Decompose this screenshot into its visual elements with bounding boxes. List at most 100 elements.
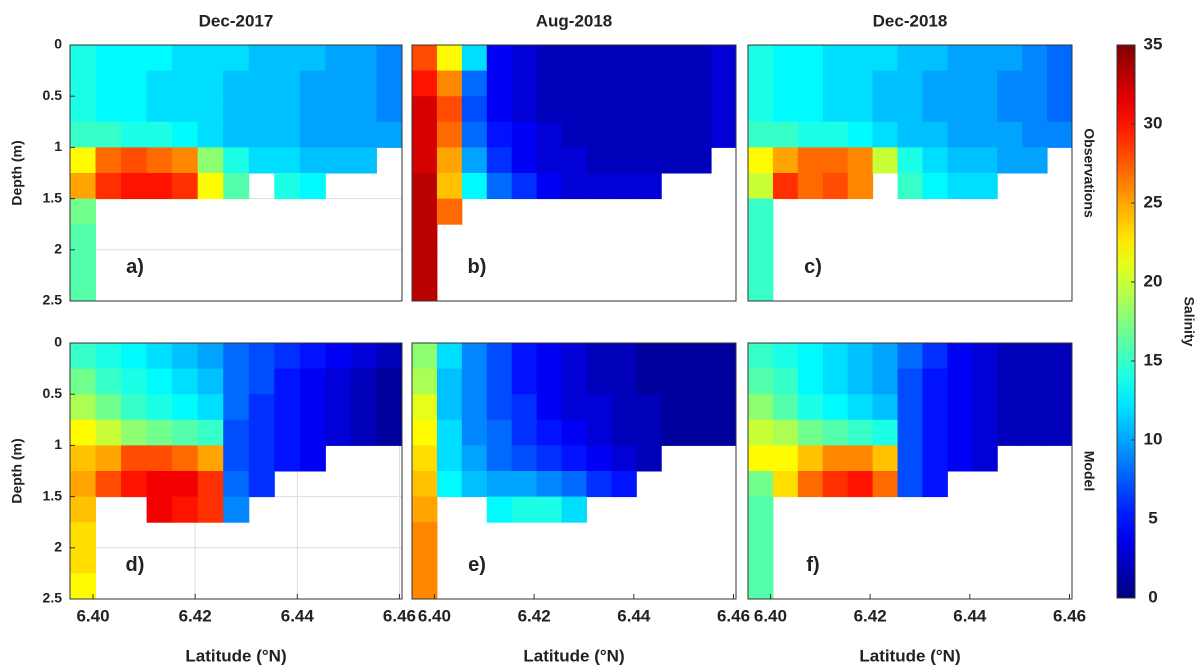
panel-label: d)	[126, 554, 145, 576]
heat-cell	[223, 173, 250, 200]
heat-cell	[121, 419, 148, 446]
heat-cell	[146, 45, 173, 72]
heat-cell	[1022, 343, 1048, 370]
heat-cell	[561, 368, 587, 395]
heat-cell	[299, 343, 326, 370]
heat-cell	[486, 394, 513, 421]
heat-cell	[947, 147, 973, 174]
heat-cell	[172, 147, 199, 174]
heat-cell	[274, 96, 301, 123]
y-axis-label: Depth (m)	[9, 438, 25, 503]
heat-cell	[461, 419, 488, 446]
heat-cell	[511, 173, 538, 200]
heat-cell	[70, 45, 97, 72]
heat-cell	[486, 471, 513, 498]
heat-cell	[636, 394, 662, 421]
panel-label: c)	[804, 256, 822, 278]
heat-cell	[412, 173, 438, 200]
heat-cell	[274, 45, 301, 72]
heat-cell	[772, 445, 799, 472]
heat-cell	[611, 343, 637, 370]
y-tick-label: 0	[54, 36, 62, 52]
heat-cell	[822, 147, 849, 174]
heat-cell	[997, 45, 1023, 72]
heat-cell	[611, 96, 637, 123]
heat-cell	[797, 173, 824, 200]
heat-cell	[223, 394, 250, 421]
heat-cell	[412, 198, 438, 225]
heat-cell	[70, 522, 97, 549]
y-tick-label: 0.5	[43, 87, 63, 103]
heat-cell	[486, 496, 513, 523]
heat-cell	[461, 96, 488, 123]
heat-cell	[146, 368, 173, 395]
heat-cell	[897, 368, 923, 395]
heat-cell	[748, 70, 774, 97]
y-tick-label: 2.5	[43, 292, 63, 308]
heat-cell	[376, 394, 403, 421]
heat-cell	[636, 173, 662, 200]
heat-cell	[947, 45, 973, 72]
heat-cell	[197, 394, 224, 421]
heat-cell	[70, 419, 97, 446]
heat-cell	[1047, 121, 1073, 148]
heat-cell	[325, 343, 352, 370]
panel: Aug-2018 b)	[411, 11, 737, 302]
heat-cell	[248, 96, 275, 123]
heat-cell	[274, 394, 301, 421]
heat-cell	[412, 522, 438, 549]
heat-cell	[636, 121, 662, 148]
heat-cell	[197, 343, 224, 370]
heat-cell	[350, 96, 377, 123]
heat-cell	[376, 343, 403, 370]
heat-cell	[586, 45, 612, 72]
heat-cell	[847, 45, 874, 72]
heat-cell	[797, 471, 824, 498]
heat-cell	[325, 45, 352, 72]
heat-cell	[561, 45, 587, 72]
panel: 6.40 6.42 6.44 6.46 e) Latitude (°N)	[411, 342, 750, 665]
heat-cell	[847, 173, 874, 200]
heat-cell	[611, 45, 637, 72]
heat-cell	[661, 147, 687, 174]
heat-cell	[376, 70, 403, 97]
heat-cell	[947, 70, 973, 97]
heat-cell	[922, 394, 948, 421]
heat-cell	[748, 275, 774, 302]
heat-cell	[536, 496, 563, 523]
heat-cell	[661, 368, 687, 395]
y-axis-label: Depth (m)	[9, 140, 25, 205]
heat-cell	[121, 121, 148, 148]
heat-cell	[121, 96, 148, 123]
heat-cell	[748, 45, 774, 72]
heat-cell	[436, 394, 463, 421]
heat-cell	[376, 96, 403, 123]
heat-cell	[561, 96, 587, 123]
row-label: Observations	[1081, 128, 1097, 218]
heat-cell	[972, 45, 998, 72]
heat-cell	[436, 173, 463, 200]
heat-cell	[897, 147, 923, 174]
y-tick-label: 2	[54, 539, 62, 555]
heat-cell	[412, 394, 438, 421]
heat-cell	[248, 121, 275, 148]
heat-cell	[95, 419, 122, 446]
heat-cell	[748, 96, 774, 123]
heat-cell	[797, 96, 824, 123]
heat-cell	[436, 368, 463, 395]
heat-cell	[797, 121, 824, 148]
heat-cell	[536, 147, 563, 174]
heat-cell	[350, 394, 377, 421]
heat-cell	[772, 96, 799, 123]
x-tick-label: 6.40	[754, 606, 787, 625]
heat-cell	[172, 471, 199, 498]
heat-cell	[922, 121, 948, 148]
heat-cell	[325, 147, 352, 174]
y-tick-label: 1	[54, 138, 62, 154]
heat-cell	[274, 121, 301, 148]
heat-cell	[172, 173, 199, 200]
heat-cell	[412, 147, 438, 174]
heat-cell	[172, 45, 199, 72]
heat-cell	[536, 471, 563, 498]
heat-cell	[847, 343, 874, 370]
